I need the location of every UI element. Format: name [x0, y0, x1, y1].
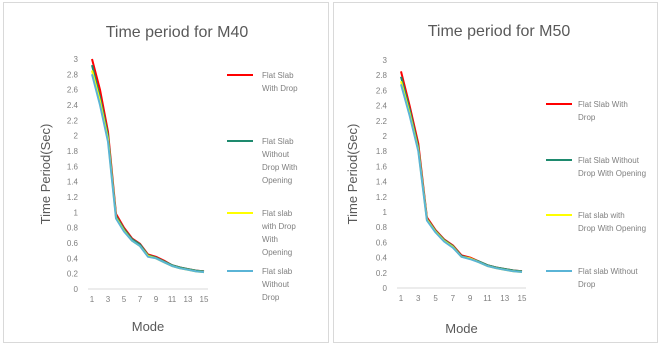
legend-label: Flat slab Without Drop: [262, 267, 293, 302]
chart-title: Time period for M50: [428, 23, 571, 40]
y-tick-label: 1.2: [376, 193, 388, 202]
x-axis-title: Mode: [445, 321, 478, 336]
chart-title: Time period for M40: [106, 24, 249, 41]
series-line-4: [91, 74, 205, 274]
series-line-2: [91, 64, 205, 273]
y-tick-label: 0.6: [376, 238, 388, 247]
y-tick-label: 3: [74, 55, 79, 64]
y-tick-label: 2.2: [376, 117, 388, 126]
y-tick-label: 0: [383, 284, 388, 293]
x-tick-label: 13: [500, 294, 509, 303]
y-tick-label: 0.2: [67, 270, 79, 279]
x-tick-label: 15: [518, 294, 527, 303]
y-tick-label: 1.8: [376, 147, 388, 156]
y-tick-label: 2.6: [67, 86, 79, 95]
y-tick-label: 0.8: [67, 224, 79, 233]
y-axis-title: Time Period(Sec): [345, 124, 360, 225]
chart-m50: Time period for M50 0 0.2 0.4 0.6 0.8 1 1.2 1.4 1…: [345, 23, 646, 336]
series-line-1: [91, 58, 205, 273]
y-tick-label: 1.2: [67, 193, 79, 202]
y-tick-label: 2.8: [376, 71, 388, 80]
series-line-3: [400, 81, 523, 273]
x-tick-label: 7: [138, 295, 143, 304]
chart-m40: Time period for M40 0 0.2 0.4 0.6 0.8 1 1.2 1.4 1…: [38, 24, 298, 334]
y-tick-label: 1: [383, 208, 388, 217]
x-tick-label: 7: [451, 294, 456, 303]
x-tick-label: 3: [106, 295, 111, 304]
x-tick-label: 11: [168, 295, 177, 304]
x-tick-label: 9: [468, 294, 473, 303]
y-tick-label: 2.4: [67, 101, 79, 110]
y-tick-label: 2.6: [376, 86, 388, 95]
x-tick-label: 11: [483, 294, 492, 303]
series-line-2: [400, 76, 523, 273]
y-tick-label: 2: [383, 132, 388, 141]
y-tick-label: 2.4: [376, 102, 388, 111]
y-tick-label: 0.4: [67, 254, 79, 263]
y-tick-label: 2: [74, 132, 79, 141]
chart-panel-m50: Time period for M50 0 0.2 0.4 0.6 0.8 1 1.2 1.4 1…: [333, 2, 658, 343]
y-tick-label: 1.6: [67, 162, 79, 171]
x-tick-label: 5: [122, 295, 127, 304]
x-tick-label: 1: [90, 295, 95, 304]
y-tick-label: 3: [383, 56, 388, 65]
x-tick-label: 15: [200, 295, 209, 304]
x-tick-label: 1: [399, 294, 404, 303]
y-tick-label: 1.4: [376, 178, 388, 187]
x-tick-label: 9: [154, 295, 159, 304]
x-tick-label: 5: [433, 294, 438, 303]
series-line-4: [400, 84, 523, 273]
y-axis-title: Time Period(Sec): [38, 124, 53, 225]
y-tick-label: 1.6: [376, 162, 388, 171]
legend-label: Flat slab Without Drop: [578, 267, 638, 289]
legend-label: Flat Slab Without Drop With Opening: [578, 156, 646, 178]
y-tick-label: 2.8: [67, 70, 79, 79]
x-tick-label: 13: [184, 295, 193, 304]
y-tick-label: 1.8: [67, 147, 79, 156]
series-line-3: [91, 70, 205, 274]
legend-label: Flat Slab Without Drop With Opening: [262, 137, 298, 185]
y-tick-label: 1.4: [67, 178, 79, 187]
y-tick-label: 0.4: [376, 254, 388, 263]
legend-label: Flat slab with Drop With Opening: [261, 209, 296, 257]
y-tick-label: 0: [74, 285, 79, 294]
y-tick-label: 0.8: [376, 223, 388, 232]
y-tick-label: 0.6: [67, 239, 79, 248]
x-axis-title: Mode: [132, 319, 165, 334]
legend-label: Flat Slab With Drop: [262, 71, 298, 93]
y-tick-label: 0.2: [376, 269, 388, 278]
legend-label: Flat Slab With Drop: [578, 100, 628, 122]
y-tick-label: 1: [74, 208, 79, 217]
y-tick-label: 2.2: [67, 116, 79, 125]
series-line-1: [400, 71, 523, 273]
x-tick-label: 3: [416, 294, 421, 303]
legend-label: Flat slab with Drop With Opening: [578, 211, 646, 233]
chart-panel-m40: Time period for M40 0 0.2 0.4 0.6 0.8 1 1.2 1.4 1…: [3, 2, 329, 343]
